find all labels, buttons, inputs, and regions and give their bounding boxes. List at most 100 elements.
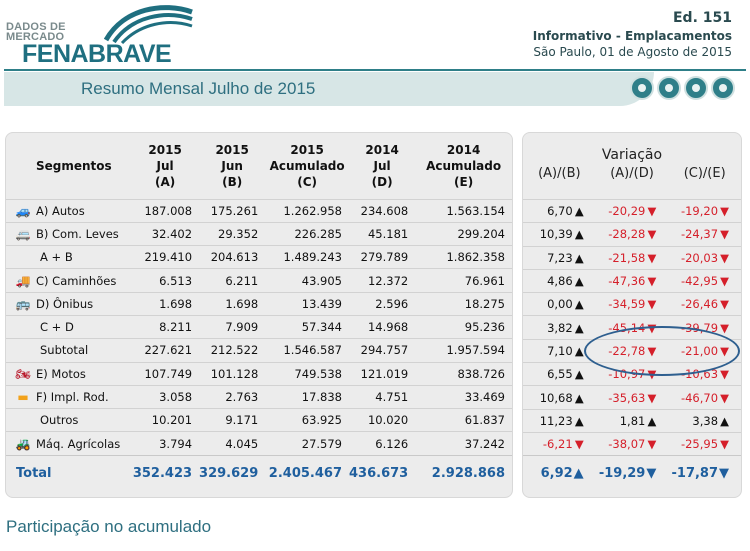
variation-cell: 10,39 ▲ xyxy=(523,227,596,241)
variation-value: -20,03 xyxy=(680,250,719,265)
cell-b: 4.045 xyxy=(199,431,266,456)
col-header-e: 2014 Acumulado (E) xyxy=(426,142,502,189)
total-cell-b: 329.629 xyxy=(199,454,266,492)
arrow-down-icon: ▼ xyxy=(720,367,730,382)
variation-cell: -46,70 ▼ xyxy=(668,391,741,405)
cell-c: 17.838 xyxy=(265,384,349,409)
segment-name: D) Ônibus xyxy=(36,296,94,311)
col-header-b: 2015 Jun (B) xyxy=(215,142,249,189)
variation-value: -19,20 xyxy=(680,204,719,219)
arrow-down-icon: ▼ xyxy=(647,297,657,312)
arrow-up-icon: ▲ xyxy=(574,274,584,289)
variation-cell: 10,68 ▲ xyxy=(523,391,596,405)
variation-value: 11,23 xyxy=(539,413,573,428)
cell-e: 37.242 xyxy=(415,431,512,456)
segment-label: 🚜 Máq. Agrícolas xyxy=(6,431,132,456)
wheel-icon xyxy=(630,76,654,100)
variation-value: -17,87 xyxy=(671,466,719,482)
segment-name: Outros xyxy=(40,413,79,428)
arrow-up-icon: ▲ xyxy=(574,250,584,265)
motorcycle-icon: 🏍 xyxy=(15,366,31,381)
cell-b: 1.698 xyxy=(199,291,266,316)
table-row: Outros 10.201 9.171 63.925 10.020 61.837 xyxy=(6,408,512,432)
variation-row: -6,21 ▼ -38,07 ▼ -25,95 ▼ xyxy=(523,431,741,455)
total-cell-a: 352.423 xyxy=(131,454,200,492)
variation-cell: -19,20 ▼ xyxy=(668,204,741,218)
total-cell-d: 436.673 xyxy=(349,454,416,492)
cell-e: 76.961 xyxy=(415,268,512,293)
segment-label: 🚐 B) Com. Leves xyxy=(6,221,132,246)
variation-title: Variação xyxy=(601,147,663,163)
variation-cell: 4,86 ▲ xyxy=(523,274,596,288)
variation-cell: -20,03 ▼ xyxy=(668,251,741,265)
variation-value: -35,63 xyxy=(608,390,646,405)
col-header-a: 2015 Jul (A) xyxy=(148,142,182,189)
arrow-up-icon: ▲ xyxy=(720,413,730,428)
edition-number: Ed. 151 xyxy=(672,10,732,26)
arrow-down-icon: ▼ xyxy=(719,466,730,482)
wheels-decoration xyxy=(630,76,735,100)
cell-e: 299.204 xyxy=(415,221,512,246)
cell-e: 18.275 xyxy=(415,291,512,316)
cell-a: 8.211 xyxy=(131,314,200,339)
variation-cell: 11,23 ▲ xyxy=(523,414,596,428)
variation-cell: 7,23 ▲ xyxy=(523,251,596,265)
segment-name: Subtotal xyxy=(40,343,89,358)
cell-d: 6.126 xyxy=(349,431,416,456)
col-header-d: 2014 Jul (D) xyxy=(365,142,399,189)
cell-d: 121.019 xyxy=(349,361,416,386)
arrow-down-icon: ▼ xyxy=(720,204,730,219)
table-row: 🚌 D) Ônibus 1.698 1.698 13.439 2.596 18.275 xyxy=(6,291,512,316)
edition-info: Ed. 151 Informativo - Emplacamentos São … xyxy=(533,10,732,59)
variation-value: 6,70 xyxy=(547,204,573,219)
variation-value: -34,59 xyxy=(608,297,646,312)
cell-a: 187.008 xyxy=(131,198,200,223)
cell-d: 294.757 xyxy=(349,338,416,363)
segment-label: 🚚 C) Caminhões xyxy=(6,268,132,293)
cell-b: 101.128 xyxy=(199,361,266,386)
arrow-up-icon: ▲ xyxy=(574,227,584,242)
cell-a: 227.621 xyxy=(131,338,200,363)
cell-e: 33.469 xyxy=(415,384,512,409)
cell-a: 6.513 xyxy=(131,268,200,293)
section-title-participacao: Participação no acumulado xyxy=(6,517,212,536)
cell-c: 1.489.243 xyxy=(265,245,349,269)
cell-a: 1.698 xyxy=(131,291,200,316)
arrow-down-icon: ▼ xyxy=(647,204,657,219)
variation-value: -28,28 xyxy=(608,227,646,242)
variation-cell: -19,29▼ xyxy=(596,466,669,481)
variation-cell: -47,36 ▼ xyxy=(596,274,669,288)
cell-e: 1.563.154 xyxy=(415,198,512,223)
variation-value: 0,00 xyxy=(547,297,573,312)
cell-e: 95.236 xyxy=(415,314,512,339)
table-row: 🚐 B) Com. Leves 32.402 29.352 226.285 45.181 2… xyxy=(6,221,512,246)
cell-c: 57.344 xyxy=(265,314,349,339)
segment-label: ▬ F) Impl. Rod. xyxy=(6,384,132,409)
variation-value: 7,10 xyxy=(547,343,573,358)
cell-b: 9.171 xyxy=(199,408,266,432)
arrow-down-icon: ▼ xyxy=(646,466,657,482)
segment-label: 🏍 E) Motos xyxy=(6,361,132,386)
segment-label: C + D xyxy=(6,314,132,339)
cell-e: 61.837 xyxy=(415,408,512,432)
variation-row: 4,86 ▲ -47,36 ▼ -42,95 ▼ xyxy=(523,268,741,292)
variation-value: -42,95 xyxy=(680,274,719,289)
cell-d: 4.751 xyxy=(349,384,416,409)
cell-c: 13.439 xyxy=(265,291,349,316)
header-divider xyxy=(4,69,746,71)
variation-col-ce: (C)/(E) xyxy=(683,166,726,181)
variation-value: -25,95 xyxy=(680,437,719,452)
variation-value: -26,46 xyxy=(680,297,719,312)
arrow-down-icon: ▼ xyxy=(720,390,730,405)
variation-cell: 6,70 ▲ xyxy=(523,204,596,218)
cell-d: 279.789 xyxy=(349,245,416,269)
arrow-up-icon: ▲ xyxy=(574,390,584,405)
variation-cell: 0,00 ▲ xyxy=(523,297,596,311)
cell-b: 6.211 xyxy=(199,268,266,293)
variation-value: 4,86 xyxy=(547,274,573,289)
cell-d: 14.968 xyxy=(349,314,416,339)
arrow-down-icon: ▼ xyxy=(647,437,657,452)
variation-cell: -21,58 ▼ xyxy=(596,251,669,265)
arrow-down-icon: ▼ xyxy=(720,320,730,335)
variation-cell: 1,81 ▲ xyxy=(596,414,669,428)
